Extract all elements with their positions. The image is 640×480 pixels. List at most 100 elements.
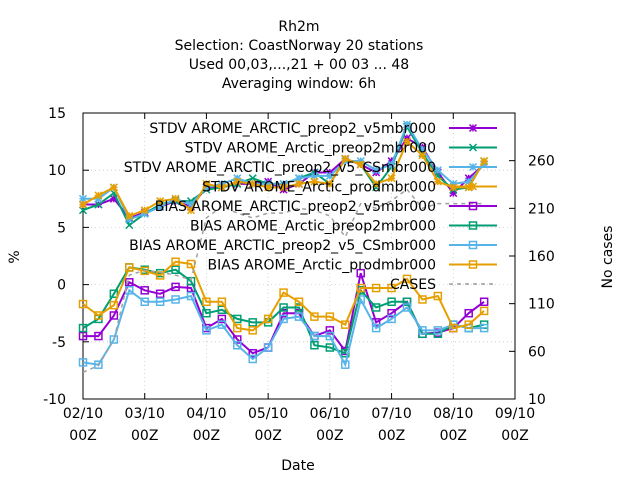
data-point bbox=[402, 120, 412, 129]
data-point bbox=[263, 343, 273, 352]
chart-title-line: Selection: CoastNorway 20 stations bbox=[175, 38, 424, 54]
series-7 bbox=[78, 257, 489, 335]
x-tick-label: 00Z bbox=[69, 428, 96, 444]
x-tick-label: 07/10 bbox=[371, 406, 411, 422]
x-tick-label: 00Z bbox=[131, 428, 158, 444]
y-tick-label: 5 bbox=[57, 220, 66, 236]
data-point bbox=[294, 174, 304, 183]
data-point bbox=[294, 297, 304, 307]
data-point bbox=[418, 295, 427, 304]
data-point bbox=[217, 314, 227, 324]
data-point bbox=[356, 160, 365, 169]
data-point bbox=[109, 300, 119, 310]
y-tick-label: 0 bbox=[57, 278, 66, 294]
data-point bbox=[202, 326, 211, 335]
x-tick-label: 00Z bbox=[501, 428, 528, 444]
data-point bbox=[140, 266, 149, 276]
data-point bbox=[186, 206, 196, 215]
data-point bbox=[125, 278, 134, 287]
data-point bbox=[233, 340, 242, 350]
data-point bbox=[186, 200, 196, 209]
data-point bbox=[248, 326, 257, 335]
data-point bbox=[418, 326, 427, 335]
series-line bbox=[82, 288, 485, 368]
data-point bbox=[248, 354, 257, 364]
data-point bbox=[479, 297, 489, 307]
data-point bbox=[217, 320, 227, 329]
legend-label: BIAS AROME_ARCTIC_preop2_v5mbr000 bbox=[155, 199, 436, 215]
data-point bbox=[325, 171, 334, 180]
chart-title-line: Rh2m bbox=[278, 19, 319, 35]
data-point bbox=[464, 320, 473, 329]
data-point bbox=[341, 320, 350, 329]
data-point bbox=[156, 202, 165, 211]
data-point bbox=[171, 194, 180, 203]
data-point bbox=[387, 283, 396, 293]
y2-tick-label: 60 bbox=[528, 344, 546, 360]
y-tick-label: -10 bbox=[43, 392, 66, 408]
chart-title-line: Averaging window: 6h bbox=[222, 76, 376, 92]
data-point bbox=[341, 154, 350, 163]
legend-label: BIAS AROME_ARCTIC_preop2_v5_CSmbr000 bbox=[129, 238, 436, 254]
y-tick-label: 10 bbox=[48, 163, 66, 179]
data-point bbox=[371, 323, 381, 333]
series-layer bbox=[78, 120, 489, 373]
x-tick-label: 00Z bbox=[254, 428, 281, 444]
data-point bbox=[372, 179, 381, 188]
data-point bbox=[294, 312, 304, 321]
data-point bbox=[94, 191, 103, 200]
data-point bbox=[202, 179, 211, 188]
data-point bbox=[156, 197, 165, 206]
data-point bbox=[468, 221, 478, 230]
x-tick-label: 00Z bbox=[316, 428, 343, 444]
data-point bbox=[109, 183, 118, 192]
data-point bbox=[125, 211, 134, 220]
y2-tick-label: 160 bbox=[528, 249, 555, 265]
data-point bbox=[279, 308, 288, 318]
data-point bbox=[402, 137, 412, 146]
chart-title-line: Used 00,03,...,21 + 00 03 ... 48 bbox=[189, 57, 409, 73]
data-point bbox=[468, 143, 478, 152]
data-point bbox=[94, 360, 103, 369]
data-point bbox=[387, 160, 396, 169]
data-point bbox=[468, 240, 478, 250]
data-point bbox=[468, 123, 478, 133]
data-point bbox=[171, 265, 180, 274]
series-6 bbox=[78, 286, 489, 369]
series-line bbox=[82, 260, 485, 332]
data-point bbox=[387, 297, 396, 307]
data-point bbox=[155, 297, 165, 307]
y-axis-label: % bbox=[7, 250, 23, 263]
x-axis-label: Date bbox=[281, 458, 314, 474]
data-point bbox=[310, 171, 319, 180]
data-point bbox=[171, 282, 180, 292]
x-tick-label: 05/10 bbox=[248, 406, 288, 422]
data-point bbox=[294, 303, 304, 312]
data-point bbox=[341, 360, 350, 369]
data-point bbox=[356, 283, 365, 293]
x-tick-label: 08/10 bbox=[433, 406, 473, 422]
data-point bbox=[264, 183, 273, 192]
data-point bbox=[468, 162, 478, 172]
x-tick-label: 03/10 bbox=[125, 406, 165, 422]
data-point bbox=[418, 151, 427, 160]
data-point bbox=[387, 174, 396, 183]
data-point bbox=[433, 166, 442, 175]
x-tick-label: 00Z bbox=[440, 428, 467, 444]
data-point bbox=[371, 303, 381, 312]
data-point bbox=[109, 335, 119, 344]
data-point bbox=[310, 340, 319, 350]
data-point bbox=[279, 288, 288, 297]
data-point bbox=[468, 260, 478, 269]
data-point bbox=[387, 314, 396, 324]
legend-label: STDV AROME_Arctic_prodmbr000 bbox=[202, 180, 436, 196]
data-point bbox=[433, 326, 443, 335]
data-point bbox=[140, 206, 149, 215]
data-point bbox=[248, 318, 257, 327]
y-tick-label: -5 bbox=[52, 335, 66, 351]
data-point bbox=[325, 343, 335, 352]
data-point bbox=[233, 314, 242, 324]
data-point bbox=[140, 286, 149, 295]
y2-tick-label: 260 bbox=[528, 154, 555, 170]
